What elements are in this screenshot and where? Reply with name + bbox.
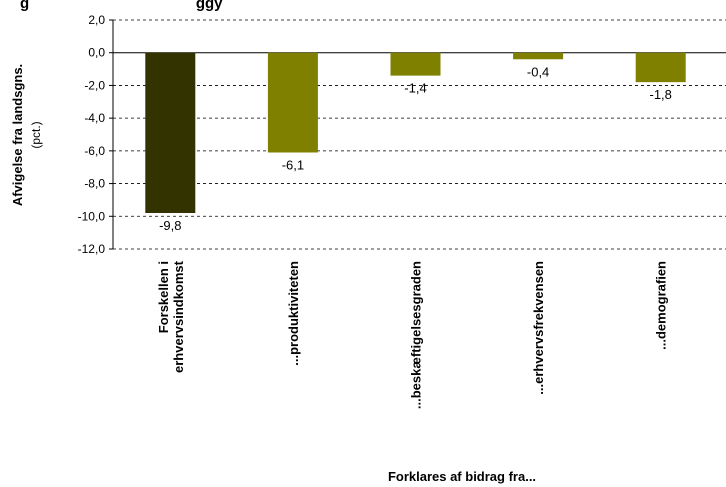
data-labels: -9,8 -6,1 -1,4 -0,4 -1,8 <box>159 64 672 233</box>
data-label: -1,8 <box>649 87 671 102</box>
bar <box>513 52 564 60</box>
x-category-label-line: ...erhvervsfrekvensen <box>531 261 546 395</box>
chart-title: g ggy <box>20 0 223 12</box>
y-tick-label: 0,0 <box>88 46 105 60</box>
y-axis-ticks: 2,0 0,0 -2,0 -4,0 -6,0 -8,0 -10,0 -12,0 <box>78 13 113 256</box>
data-label: -6,1 <box>282 157 304 172</box>
y-axis-title: Afvigelse fra landsgns. (pct.) <box>10 64 43 206</box>
bar <box>635 52 686 83</box>
x-axis-category-labels: Forskellen i erhvervsindkomst ...produktiv… <box>156 260 669 409</box>
y-tick-label: -6,0 <box>84 144 105 158</box>
data-label: -0,4 <box>527 64 549 79</box>
x-category-label-line: ...demografien <box>654 261 669 350</box>
x-category-label: ...erhvervsfrekvensen <box>531 261 546 395</box>
bars <box>145 52 686 214</box>
x-category-label: Forskellen i erhvervsindkomst <box>156 260 186 373</box>
data-label: -9,8 <box>159 218 181 233</box>
y-tick-label: -4,0 <box>84 111 105 125</box>
y-tick-label: -10,0 <box>78 209 106 223</box>
bar <box>267 52 318 153</box>
y-tick-label: -12,0 <box>78 242 106 256</box>
data-label: -1,4 <box>404 81 426 96</box>
gridlines <box>113 19 726 250</box>
x-category-label: ...beskæftigelsesgraden <box>409 261 424 409</box>
y-axis-title-main: Afvigelse fra landsgns. <box>10 64 25 206</box>
bar <box>390 52 441 76</box>
x-category-label-line: ...beskæftigelsesgraden <box>409 261 424 409</box>
x-axis-title: Forklares af bidrag fra... <box>388 469 536 484</box>
x-category-label: ...demografien <box>654 261 669 350</box>
x-category-label: ...produktiviteten <box>286 261 301 366</box>
y-axis-title-unit: (pct.) <box>29 121 43 148</box>
x-category-label-line: ...produktiviteten <box>286 261 301 366</box>
bar <box>145 52 196 214</box>
y-tick-label: 2,0 <box>88 13 105 27</box>
x-category-label-line: erhvervsindkomst <box>171 260 186 373</box>
x-category-label-line: Forskellen i <box>156 261 171 333</box>
y-tick-label: -8,0 <box>84 177 105 191</box>
y-tick-label: -2,0 <box>84 78 105 92</box>
